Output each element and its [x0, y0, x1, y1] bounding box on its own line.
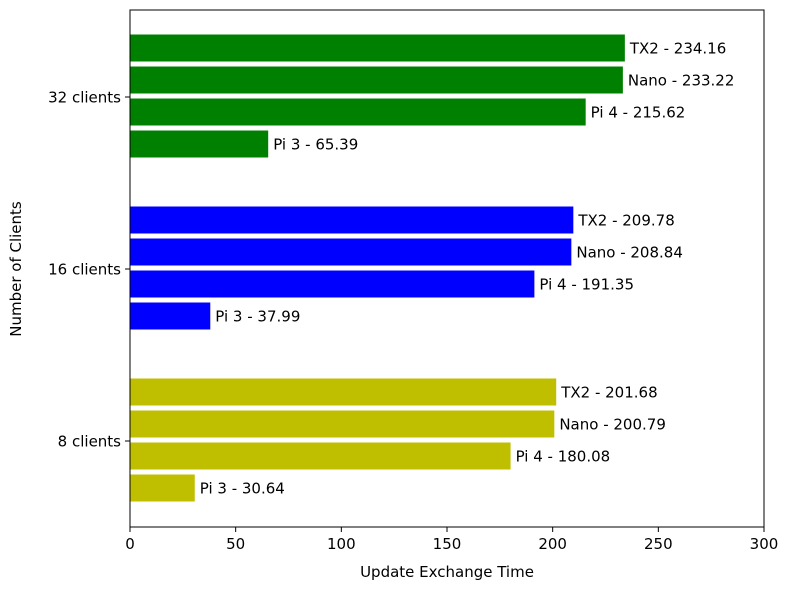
y-tick-label: 32 clients [48, 89, 121, 107]
bar-value-label: Nano - 200.79 [559, 416, 666, 434]
x-tick-label: 250 [644, 535, 673, 553]
bar-value-label: Pi 4 - 191.35 [539, 276, 634, 294]
bar-value-label: Pi 4 - 215.62 [591, 104, 686, 122]
bar-value-label: Pi 3 - 65.39 [273, 136, 358, 154]
x-tick-label: 150 [433, 535, 462, 553]
bar-8-clients-tx2 [130, 378, 557, 406]
bar-32-clients-nano [130, 66, 623, 94]
bar-8-clients-pi-4 [130, 442, 511, 470]
bar-value-label: Nano - 233.22 [628, 72, 735, 90]
y-tick-label: 16 clients [48, 261, 121, 279]
bar-value-label: Pi 4 - 180.08 [516, 448, 611, 466]
x-tick-label: 0 [125, 535, 135, 553]
x-tick-label: 50 [226, 535, 245, 553]
bar-value-label: Pi 3 - 37.99 [215, 308, 300, 326]
bar-value-label: TX2 - 201.68 [560, 384, 657, 402]
y-axis-ticks: 8 clients 16 clients 32 clients [48, 89, 130, 451]
y-axis-label: Number of Clients [7, 201, 25, 337]
bars-layer [130, 34, 625, 502]
bar-32-clients-tx2 [130, 34, 625, 62]
bar-16-clients-tx2 [130, 206, 574, 234]
bar-8-clients-nano [130, 410, 555, 438]
bar-labels-layer: TX2 - 201.68 Nano - 200.79 Pi 4 - 180.08 Pi… [200, 40, 735, 498]
bar-value-label: TX2 - 209.78 [577, 212, 674, 230]
bar-16-clients-pi-4 [130, 270, 535, 298]
bar-32-clients-pi-4 [130, 98, 586, 126]
x-axis-label: Update Exchange Time [360, 563, 534, 581]
x-axis-ticks: 0 50 100 150 200 250 300 [125, 527, 778, 553]
x-tick-label: 300 [750, 535, 779, 553]
y-tick-label: 8 clients [58, 433, 122, 451]
bar-32-clients-pi-3 [130, 130, 269, 158]
x-tick-label: 100 [327, 535, 356, 553]
x-tick-label: 200 [538, 535, 567, 553]
bar-16-clients-pi-3 [130, 302, 211, 330]
bar-value-label: Pi 3 - 30.64 [200, 480, 285, 498]
bar-value-label: TX2 - 234.16 [629, 40, 726, 58]
bar-value-label: Nano - 208.84 [576, 244, 683, 262]
bar-8-clients-pi-3 [130, 474, 195, 502]
bar-16-clients-nano [130, 238, 572, 266]
